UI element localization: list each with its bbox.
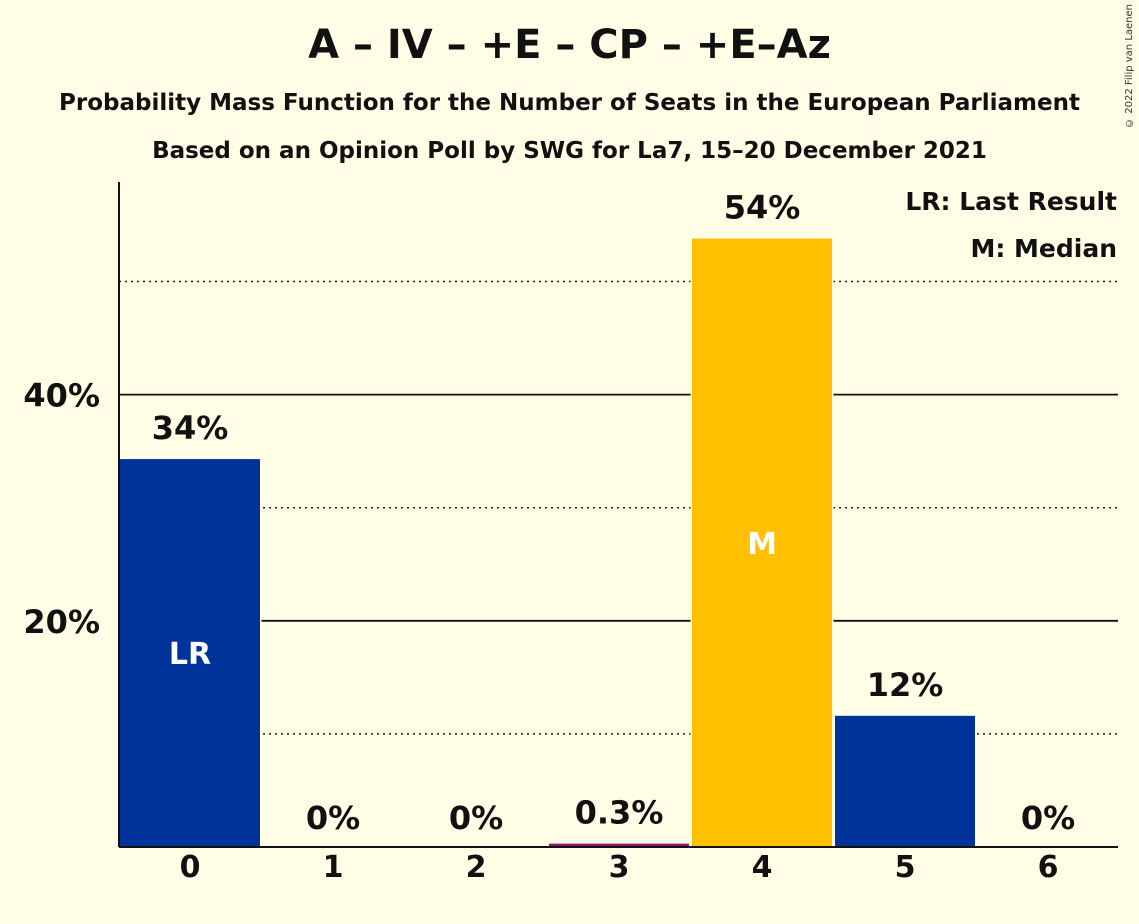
data-label: 0% <box>1021 799 1075 837</box>
bar-seats-0 <box>120 459 260 847</box>
x-tick-label: 1 <box>323 850 344 885</box>
y-tick-label: 40% <box>23 377 100 415</box>
x-tick-label: 4 <box>752 850 773 885</box>
x-tick-label: 3 <box>609 850 630 885</box>
data-label: 54% <box>724 189 801 227</box>
chart-subtitle: Probability Mass Function for the Number… <box>59 90 1080 116</box>
data-label: 0% <box>449 799 503 837</box>
bar-seats-4 <box>692 238 832 848</box>
bar-marker-lr: LR <box>169 637 211 672</box>
legend-median: M: Median <box>970 234 1117 263</box>
bar-marker-m: M <box>747 527 777 562</box>
legend-last-result: LR: Last Result <box>905 187 1117 216</box>
y-tick-label: 20% <box>23 603 100 641</box>
x-tick-label: 0 <box>180 850 201 885</box>
data-label: 12% <box>867 666 944 704</box>
x-tick-label: 2 <box>466 850 487 885</box>
bar-seats-5 <box>835 715 975 847</box>
chart-title: A – IV – +E – CP – +E–Az <box>308 22 831 68</box>
bar-seats-3 <box>549 843 689 847</box>
data-label: 34% <box>152 409 229 447</box>
x-tick-label: 5 <box>895 850 916 885</box>
data-label: 0% <box>306 799 360 837</box>
x-tick-label: 6 <box>1038 850 1059 885</box>
data-label: 0.3% <box>575 794 664 832</box>
chart-source-line: Based on an Opinion Poll by SWG for La7,… <box>152 138 987 164</box>
